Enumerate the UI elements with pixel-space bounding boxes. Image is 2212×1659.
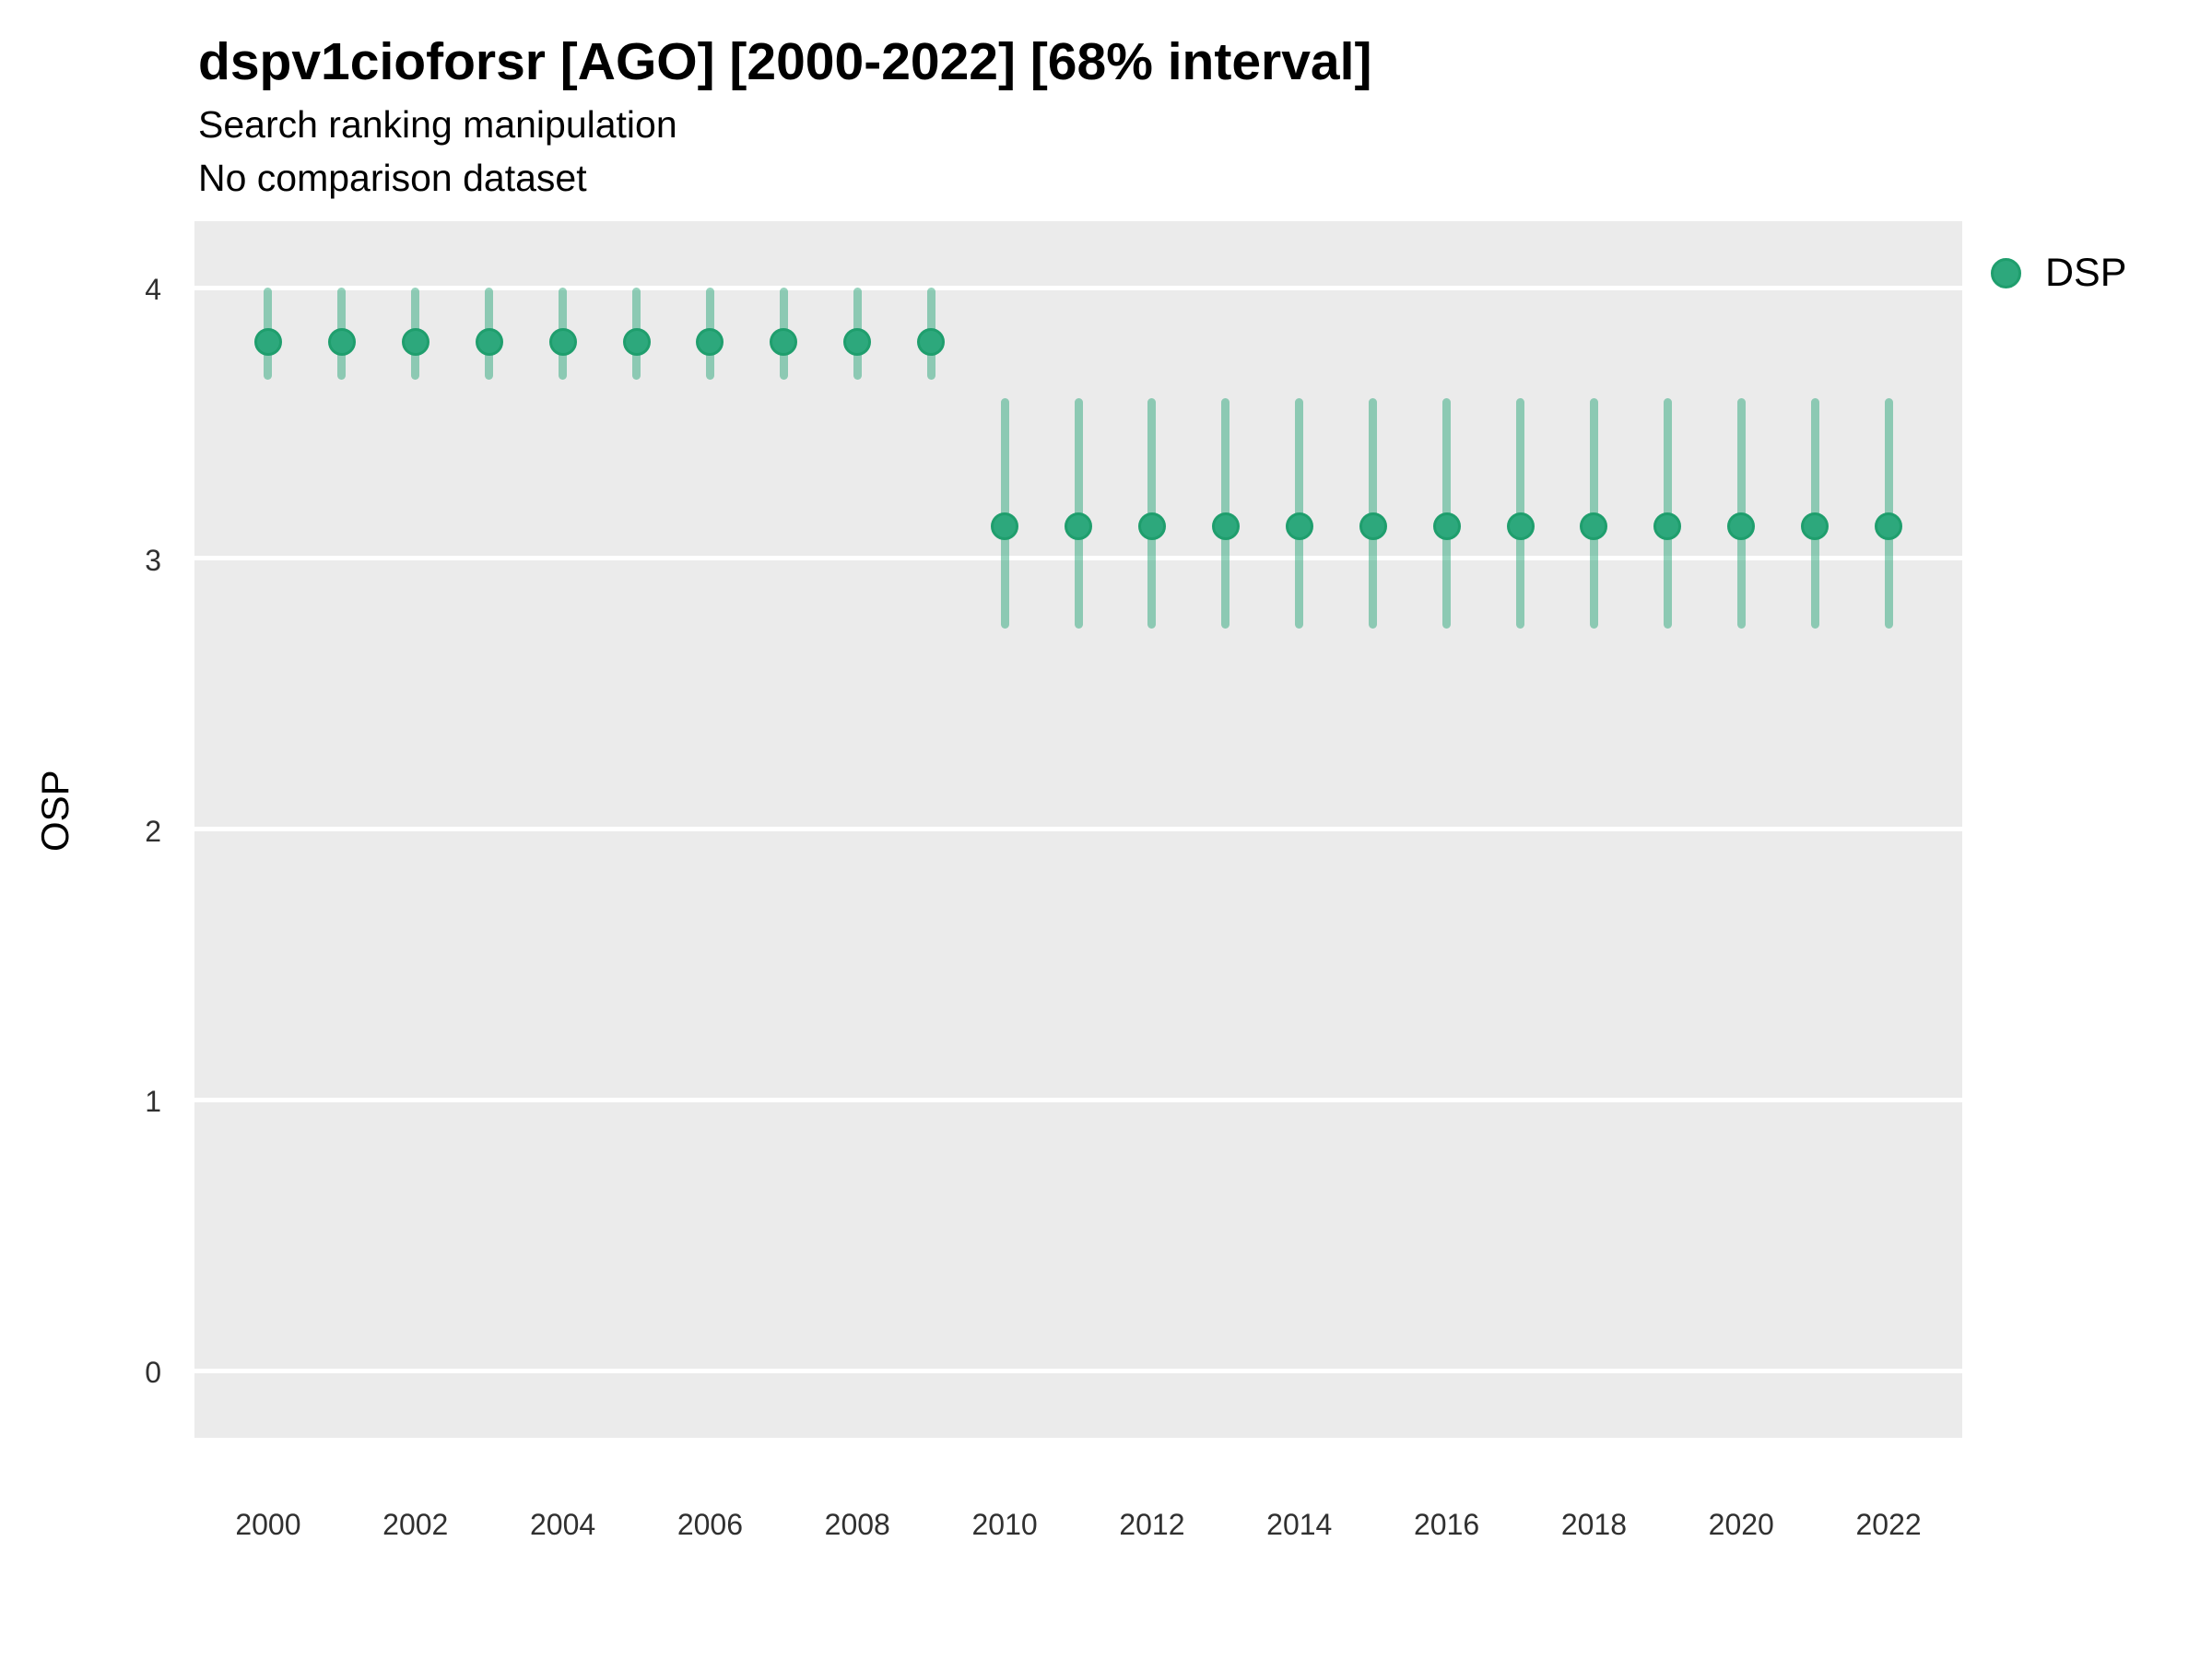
gridline-y-2 bbox=[194, 827, 1962, 831]
data-point-2012 bbox=[1137, 512, 1166, 540]
data-point-2019 bbox=[1653, 512, 1682, 540]
x-tick-label-2002: 2002 bbox=[382, 1508, 449, 1541]
x-tick-label-2008: 2008 bbox=[824, 1508, 890, 1541]
data-point-2014 bbox=[1285, 512, 1313, 540]
data-point-2011 bbox=[1065, 512, 1092, 540]
legend: DSP bbox=[1991, 251, 2126, 296]
data-point-2013 bbox=[1211, 512, 1240, 540]
gridline-y-4 bbox=[194, 285, 1962, 290]
data-point-2001 bbox=[327, 327, 356, 356]
data-point-2004 bbox=[548, 327, 577, 356]
chart-note: No comparison dataset bbox=[198, 157, 587, 199]
x-tick-label-2016: 2016 bbox=[1413, 1508, 1480, 1541]
x-tick-label-2004: 2004 bbox=[529, 1508, 596, 1541]
data-point-2002 bbox=[401, 327, 429, 356]
data-point-2006 bbox=[696, 327, 724, 356]
data-point-2003 bbox=[475, 327, 503, 356]
data-point-2022 bbox=[1875, 512, 1903, 540]
data-point-2010 bbox=[991, 512, 1019, 540]
x-tick-label-2012: 2012 bbox=[1119, 1508, 1185, 1541]
x-tick-label-2014: 2014 bbox=[1266, 1508, 1333, 1541]
data-point-2008 bbox=[843, 327, 872, 356]
data-point-2009 bbox=[917, 327, 946, 356]
y-tick-label-3: 3 bbox=[145, 543, 161, 577]
data-point-2018 bbox=[1580, 512, 1608, 540]
y-tick-label-1: 1 bbox=[145, 1085, 161, 1119]
data-point-2007 bbox=[770, 327, 798, 356]
legend-point-icon bbox=[1991, 258, 2021, 288]
x-tick-label-2020: 2020 bbox=[1708, 1508, 1774, 1541]
data-point-2016 bbox=[1432, 512, 1461, 540]
y-tick-label-0: 0 bbox=[145, 1356, 161, 1389]
y-axis-label: OSP bbox=[33, 770, 76, 852]
x-tick-label-2000: 2000 bbox=[235, 1508, 301, 1541]
x-tick-label-2018: 2018 bbox=[1560, 1508, 1627, 1541]
x-tick-label-2022: 2022 bbox=[1855, 1508, 1922, 1541]
data-point-2000 bbox=[253, 327, 282, 356]
y-tick-label-2: 2 bbox=[145, 814, 161, 848]
data-point-2020 bbox=[1727, 512, 1756, 540]
data-point-2017 bbox=[1506, 512, 1535, 540]
plot-panel bbox=[194, 221, 1962, 1438]
gridline-y-0 bbox=[194, 1368, 1962, 1373]
data-point-2015 bbox=[1359, 512, 1387, 540]
data-point-2005 bbox=[622, 327, 651, 356]
x-tick-label-2006: 2006 bbox=[677, 1508, 743, 1541]
chart-subtitle: Search ranking manipulation bbox=[198, 103, 677, 146]
gridline-y-1 bbox=[194, 1097, 1962, 1102]
x-tick-label-2010: 2010 bbox=[971, 1508, 1038, 1541]
legend-label: DSP bbox=[2045, 251, 2127, 295]
chart-title: dspv1cioforsr [AGO] [2000-2022] [68% int… bbox=[198, 32, 1372, 91]
y-tick-label-4: 4 bbox=[145, 273, 161, 306]
data-point-2021 bbox=[1801, 512, 1830, 540]
